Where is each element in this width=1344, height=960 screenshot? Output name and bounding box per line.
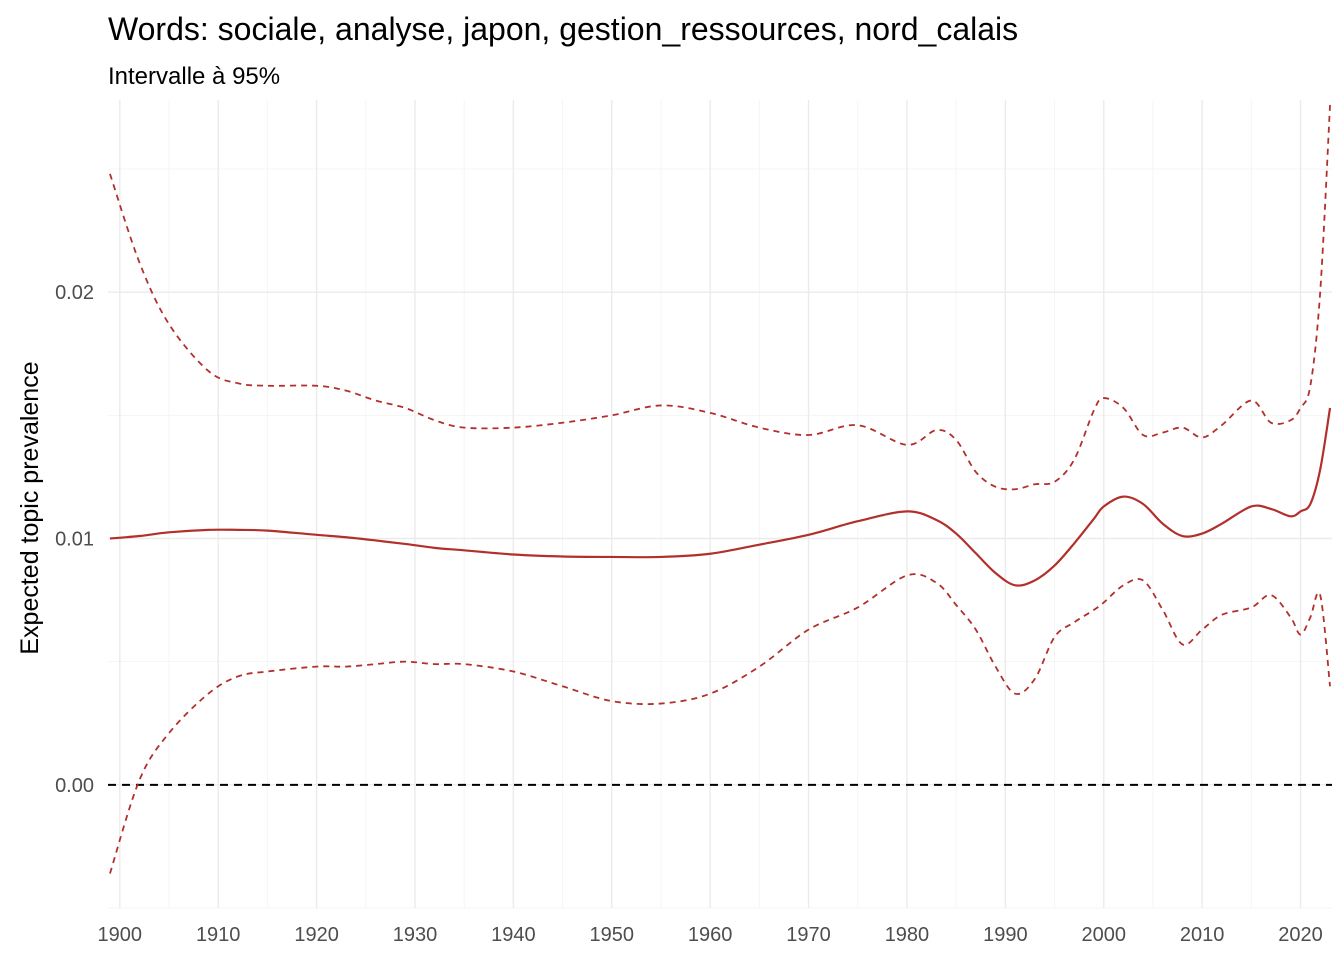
series-line-2 bbox=[109, 104, 1331, 491]
y-tick-label: 0.02 bbox=[55, 282, 94, 304]
x-tick-label: 1970 bbox=[786, 924, 831, 946]
x-tick-label: 2010 bbox=[1180, 924, 1225, 946]
y-tick-label: 0.01 bbox=[55, 528, 94, 550]
x-tick-label: 1950 bbox=[590, 924, 635, 946]
chart-subtitle: Intervalle à 95% bbox=[108, 63, 280, 90]
series-line-3 bbox=[109, 573, 1331, 874]
x-tick-label: 1900 bbox=[98, 924, 143, 946]
x-tick-label: 1960 bbox=[688, 924, 733, 946]
series-line-1 bbox=[109, 407, 1332, 587]
series-layer bbox=[109, 104, 1332, 874]
chart-title: Words: sociale, analyse, japon, gestion_… bbox=[108, 11, 1018, 47]
x-tick-label: 2000 bbox=[1081, 924, 1126, 946]
grid bbox=[108, 100, 1332, 909]
x-tick-label: 1940 bbox=[491, 924, 536, 946]
x-tick-label: 1910 bbox=[196, 924, 241, 946]
y-tick-label: 0.00 bbox=[55, 775, 94, 797]
x-tick-label: 1990 bbox=[983, 924, 1028, 946]
x-tick-label: 1930 bbox=[393, 924, 438, 946]
x-axis-ticks: 1900 1910 1920 1930 1940 1950 1960 1970 1980 1990… bbox=[98, 924, 1323, 946]
x-tick-label: 1920 bbox=[294, 924, 339, 946]
y-axis-ticks: 0.00 0.01 0.02 bbox=[55, 282, 94, 797]
x-tick-label: 2020 bbox=[1278, 924, 1323, 946]
y-axis-label: Expected topic prevalence bbox=[16, 361, 44, 654]
x-tick-label: 1980 bbox=[885, 924, 930, 946]
